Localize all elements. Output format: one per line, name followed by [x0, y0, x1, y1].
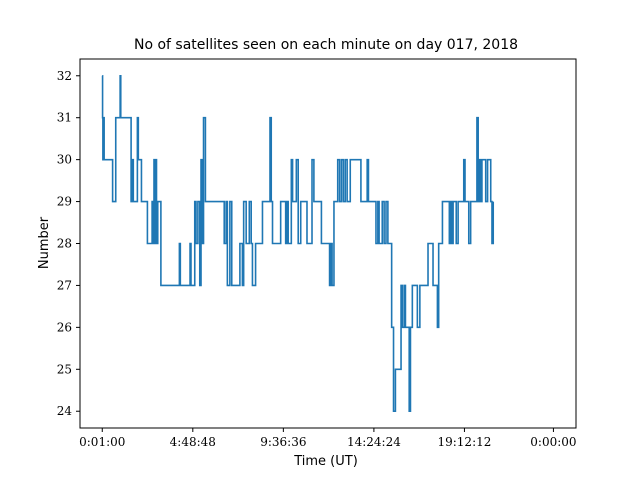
- y-tick-label-31: 31: [57, 111, 72, 125]
- y-axis-title: Number: [37, 216, 52, 269]
- y-tick-label-27: 27: [57, 278, 72, 292]
- x-tick-label-1: 4:48:48: [170, 435, 216, 449]
- series-line-0: [101, 74, 495, 413]
- x-tick-label-0: 0:01:00: [79, 435, 125, 449]
- y-axis: 24 25 26 27 28 29 30 31 32: [57, 69, 80, 418]
- y-tick-label-25: 25: [57, 362, 72, 376]
- y-tick-label-24: 24: [57, 404, 73, 418]
- x-tick-label-4: 19:12:12: [437, 435, 491, 449]
- series-layer: [101, 74, 495, 413]
- y-tick-label-29: 29: [57, 195, 72, 209]
- y-tick-label-30: 30: [57, 153, 72, 167]
- x-tick-label-5: 0:00:00: [530, 435, 576, 449]
- x-tick-label-3: 14:24:24: [347, 435, 401, 449]
- y-tick-label-28: 28: [57, 237, 72, 251]
- y-tick-label-32: 32: [57, 69, 72, 83]
- x-axis: 0:01:00 4:48:48 9:36:36 14:24:24 19:12:12 0:0…: [79, 428, 577, 449]
- y-tick-label-26: 26: [57, 320, 72, 334]
- x-tick-label-2: 9:36:36: [260, 435, 306, 449]
- chart-title: No of satellites seen on each minute on …: [134, 37, 518, 53]
- x-axis-title: Time (UT): [293, 454, 358, 469]
